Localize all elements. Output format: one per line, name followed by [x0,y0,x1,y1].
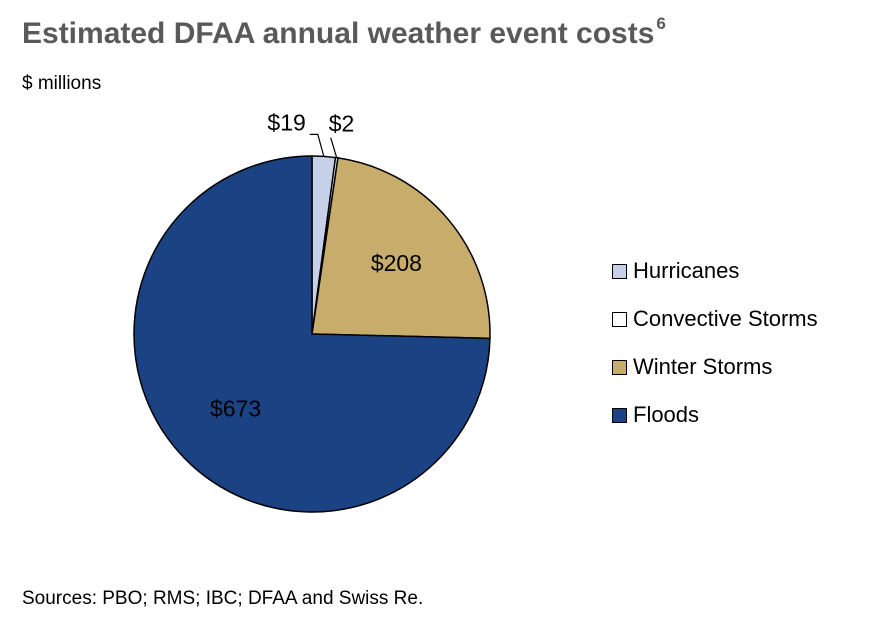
data-label-winter-storms: $208 [371,250,422,276]
data-label-convective-storms: $2 [329,111,355,137]
legend-swatch [612,359,627,375]
legend-item-floods: Floods [612,391,818,439]
legend-label: Winter Storms [633,354,773,379]
legend-item-winter-storms: Winter Storms [612,343,818,391]
legend-item-hurricanes: Hurricanes [612,247,818,295]
legend-label: Floods [633,402,700,427]
legend-label: Convective Storms [633,306,818,331]
pie-slice-floods [133,155,491,513]
pie-slice-winter-storms [311,157,491,340]
legend-swatch [612,407,627,423]
chart-title: Estimated DFAA annual weather event cost… [22,14,666,51]
source-note: Sources: PBO; RMS; IBC; DFAA and Swiss R… [22,588,424,609]
unit-label: $ millions [22,73,102,94]
legend-swatch [612,311,627,327]
leader-line-hurricanes [309,133,325,157]
legend-label: Hurricanes [633,258,740,283]
data-label-hurricanes: $19 [267,109,305,135]
title-text: Estimated DFAA annual weather event cost… [22,17,655,50]
legend: Hurricanes Convective Storms Winter Stor… [612,247,818,439]
title-footnote: 6 [656,14,666,33]
data-label-floods: $673 [210,396,261,422]
leader-line-convective-storms [330,137,338,158]
legend-item-convective-storms: Convective Storms [612,295,818,343]
legend-swatch [612,263,627,279]
